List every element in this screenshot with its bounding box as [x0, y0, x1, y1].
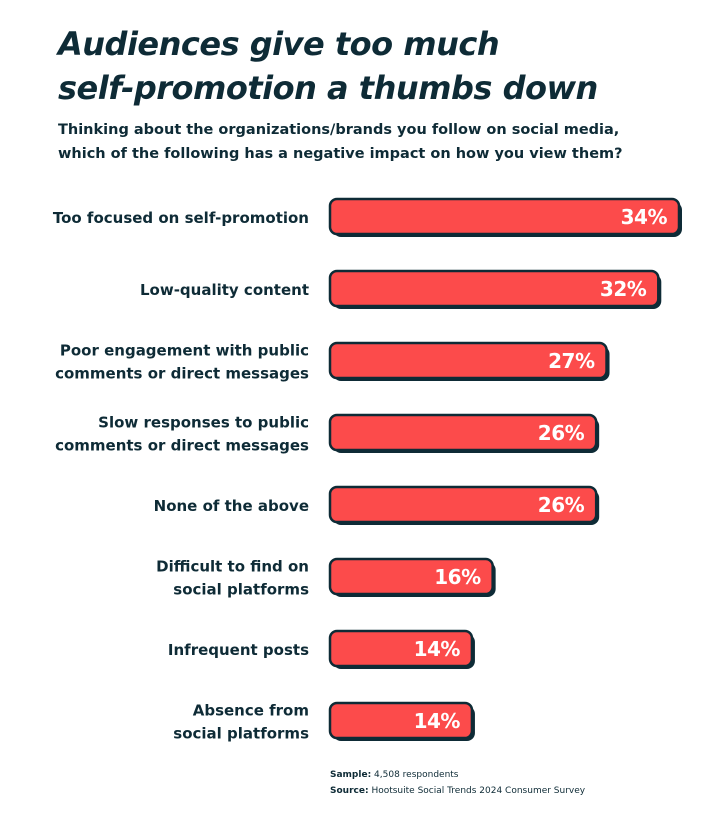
- sample-text: 4,508 respondents: [374, 770, 459, 780]
- chart-title-line-2: self-promotion a thumbs down: [58, 69, 598, 107]
- sample-note: Sample: 4,508 respondents: [330, 769, 459, 781]
- category-label: Absence from: [193, 702, 309, 720]
- category-label: comments or direct messages: [55, 437, 309, 455]
- chart-subtitle-line-1: Thinking about the organizations/brands …: [58, 122, 620, 138]
- bar-group: 34% Too focused on self-promotion: [53, 197, 682, 237]
- bar: [328, 557, 494, 596]
- category-label: Poor engagement with public: [60, 342, 309, 360]
- category-label: Too focused on self-promotion: [53, 209, 309, 227]
- bar-value-label: 14%: [414, 637, 461, 661]
- bar-value-label: 26%: [538, 421, 585, 445]
- bar-value-label: 27%: [548, 349, 595, 373]
- bar-group: 16% Difficult to find on social platforms: [156, 558, 496, 599]
- source-text: Hootsuite Social Trends 2024 Consumer Su…: [371, 786, 586, 796]
- bar-group: 27% Poor engagement with public comments o…: [55, 341, 610, 383]
- bar-value-label: 32%: [600, 277, 647, 301]
- bar-group: 14% Absence from social platforms: [173, 702, 475, 743]
- chart-subtitle: Thinking about the organizations/brands …: [58, 118, 698, 166]
- bar-value-label: 34%: [621, 205, 668, 229]
- chart-subtitle-line-2: which of the following has a negative im…: [58, 146, 623, 162]
- sample-label: Sample:: [330, 770, 372, 780]
- bar: [328, 629, 474, 668]
- category-label: comments or direct messages: [55, 365, 309, 383]
- category-label: None of the above: [154, 497, 309, 515]
- category-label: social platforms: [173, 725, 309, 743]
- bar: [328, 197, 681, 236]
- source-label: Source:: [330, 786, 369, 796]
- bar: [328, 485, 598, 524]
- bar-value-label: 26%: [538, 493, 585, 517]
- bar: [328, 701, 474, 740]
- bar-group: 26% Slow responses to public comments or d…: [55, 413, 600, 455]
- bar: [328, 341, 608, 380]
- source-note: Source: Hootsuite Social Trends 2024 Con…: [330, 785, 585, 797]
- bar-group: 26% None of the above: [154, 485, 600, 525]
- category-label: Slow responses to public: [98, 414, 309, 432]
- category-label: Difficult to find on: [156, 558, 309, 576]
- category-label: Infrequent posts: [168, 641, 309, 659]
- bar-group: 14% Infrequent posts: [168, 629, 475, 669]
- bar-group: 32% Low-quality content: [140, 269, 662, 309]
- category-label: Low-quality content: [140, 281, 309, 299]
- bar: [328, 413, 598, 452]
- bar-value-label: 14%: [414, 709, 461, 733]
- bar-value-label: 16%: [434, 565, 481, 589]
- chart-title-line-1: Audiences give too much: [58, 25, 500, 63]
- bar: [328, 269, 660, 308]
- chart-title: Audiences give too much self-promotion a…: [58, 22, 698, 110]
- category-label: social platforms: [173, 581, 309, 599]
